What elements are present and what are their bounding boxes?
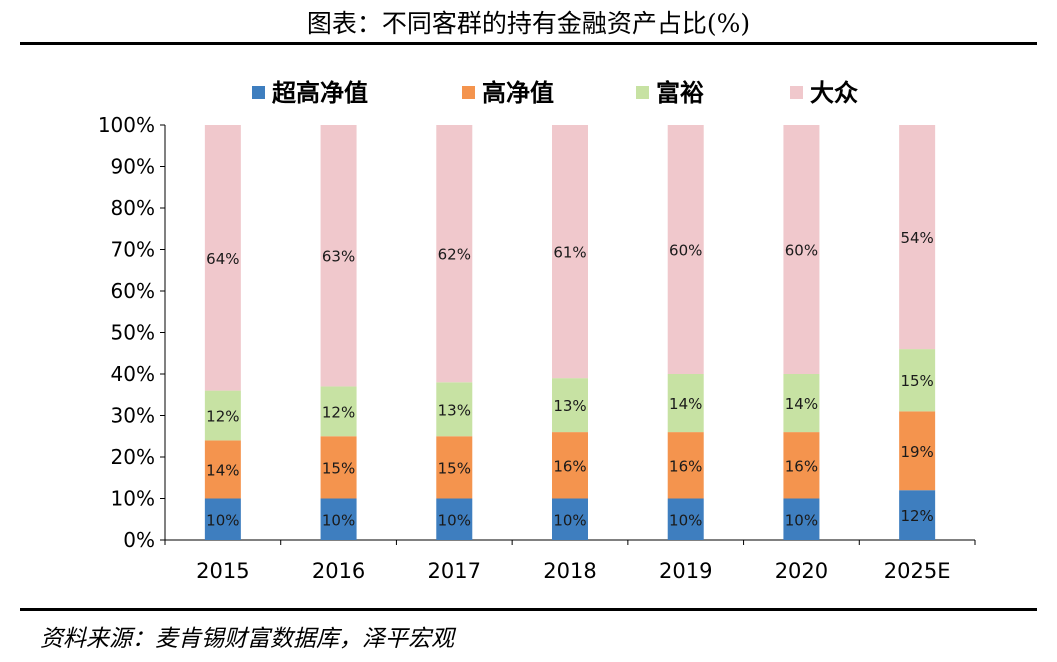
bar-segment xyxy=(552,432,588,499)
y-tick-label: 30% xyxy=(111,404,155,428)
bar-segment xyxy=(899,411,936,491)
bar-segment xyxy=(667,374,704,433)
bar-segment xyxy=(899,125,936,350)
bar-segment xyxy=(899,349,936,412)
bar-segment xyxy=(204,125,241,391)
data-label: 14% xyxy=(785,395,818,413)
bar-segment xyxy=(204,498,241,540)
bar-segment xyxy=(783,432,820,499)
y-tick-label: 70% xyxy=(111,238,155,262)
x-tick-label: 2015 xyxy=(196,559,249,583)
data-label: 10% xyxy=(553,511,586,529)
data-label: 15% xyxy=(322,459,355,477)
bar-segment xyxy=(320,436,357,499)
bar-segment xyxy=(204,440,241,499)
data-label: 64% xyxy=(206,250,239,268)
y-tick-label: 50% xyxy=(111,321,155,345)
bar-segment xyxy=(436,436,473,499)
data-label: 19% xyxy=(900,443,933,461)
top-rule xyxy=(20,42,1037,45)
data-label: 14% xyxy=(206,461,239,479)
x-tick-label: 2017 xyxy=(428,559,481,583)
data-label: 10% xyxy=(785,511,818,529)
y-tick-label: 80% xyxy=(111,196,155,220)
legend-label: 富裕 xyxy=(656,78,704,107)
x-tick-label: 2019 xyxy=(659,559,712,583)
x-tick-label: 2020 xyxy=(775,559,828,583)
data-label: 15% xyxy=(438,459,471,477)
data-label: 16% xyxy=(553,457,586,475)
bar-segment xyxy=(320,386,357,437)
bar-segment xyxy=(320,125,357,387)
data-label: 13% xyxy=(553,397,586,415)
bar-segment xyxy=(783,374,820,433)
bar-segment xyxy=(552,498,588,540)
y-tick-label: 90% xyxy=(111,155,155,179)
bar-segment xyxy=(783,498,820,540)
bar-segment xyxy=(436,382,473,437)
y-tick-label: 100% xyxy=(98,113,155,137)
bar-segment xyxy=(436,125,473,383)
data-label: 10% xyxy=(206,511,239,529)
bar-segment xyxy=(552,378,588,433)
data-label: 62% xyxy=(438,246,471,264)
data-label: 61% xyxy=(553,244,586,262)
data-label: 10% xyxy=(322,511,355,529)
x-tick-label: 2016 xyxy=(312,559,365,583)
y-tick-label: 60% xyxy=(111,279,155,303)
bar-segment xyxy=(667,125,704,374)
y-tick-label: 20% xyxy=(111,445,155,469)
source-note: 资料来源：麦肯锡财富数据库，泽平宏观 xyxy=(40,626,454,652)
bar-segment xyxy=(436,498,473,540)
stacked-bar-chart: 超高净值 高净值 富裕 大众 0% 10% 20% 30% 40% 50% 60% 70% 80% 90… xyxy=(98,78,976,583)
data-label: 16% xyxy=(785,457,818,475)
legend: 超高净值 高净值 富裕 大众 xyxy=(252,78,858,107)
data-label: 12% xyxy=(206,408,239,426)
data-label: 16% xyxy=(669,457,702,475)
data-label: 12% xyxy=(322,403,355,421)
bar-segment xyxy=(552,125,588,379)
legend-label: 大众 xyxy=(810,78,858,107)
data-label: 10% xyxy=(438,511,471,529)
axes: 0% 10% 20% 30% 40% 50% 60% 70% 80% 90% 100% 2015 201… xyxy=(98,113,976,583)
legend-swatch xyxy=(790,86,803,99)
legend-swatch xyxy=(252,86,265,99)
data-label: 13% xyxy=(438,401,471,419)
x-tick-label: 2025E xyxy=(884,559,951,583)
legend-swatch xyxy=(636,86,649,99)
bar-segment xyxy=(667,432,704,499)
data-label: 54% xyxy=(900,229,933,247)
x-tick-label: 2018 xyxy=(543,559,596,583)
data-label: 60% xyxy=(785,242,818,260)
bar-segment xyxy=(320,498,357,540)
bar-segment xyxy=(667,498,704,540)
legend-label: 高净值 xyxy=(482,78,554,107)
chart-title: 图表：不同客群的持有金融资产占比(%) xyxy=(306,9,751,38)
y-tick-label: 10% xyxy=(111,487,155,511)
bars: 10% 14% 12% 64% 10% 15% 12% 63% 10% 15% 13% 62% 10% 1… xyxy=(204,125,936,540)
bar-segment xyxy=(899,490,936,540)
y-tick-label: 0% xyxy=(123,528,155,552)
data-label: 63% xyxy=(322,248,355,266)
legend-swatch xyxy=(462,86,475,99)
legend-label: 超高净值 xyxy=(272,78,368,107)
data-label: 60% xyxy=(669,242,702,260)
bar-segment xyxy=(204,390,241,441)
y-tick-label: 40% xyxy=(111,362,155,386)
data-label: 15% xyxy=(900,372,933,390)
data-label: 10% xyxy=(669,511,702,529)
data-label: 12% xyxy=(900,507,933,525)
bottom-rule xyxy=(20,608,1037,611)
data-label: 14% xyxy=(669,395,702,413)
bar-segment xyxy=(783,125,820,374)
